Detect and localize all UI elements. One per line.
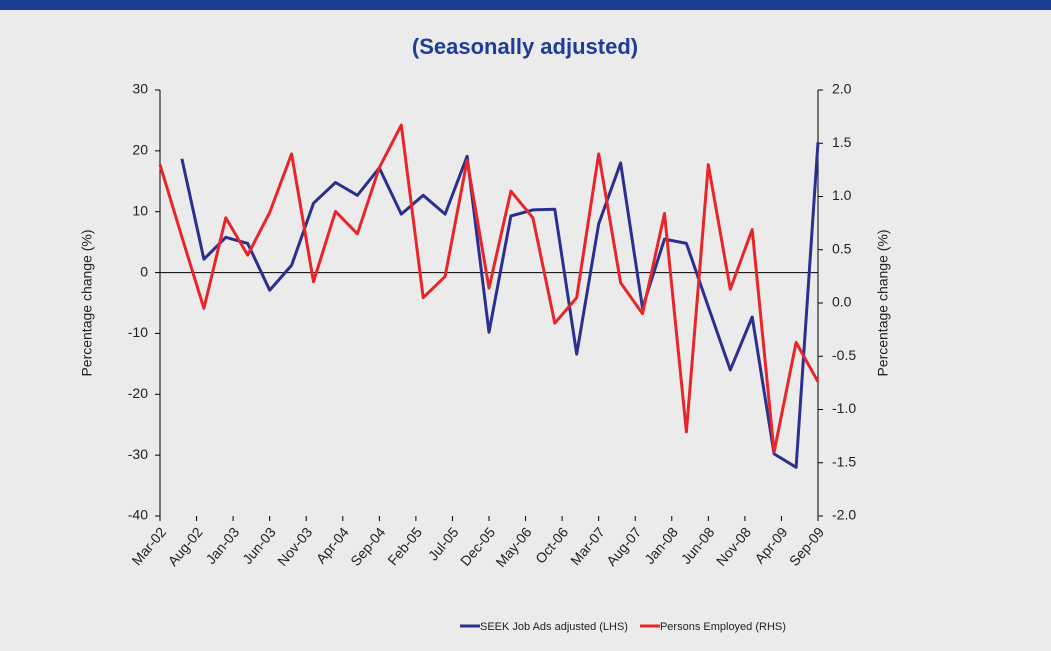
- x-tick-label: Aug-02: [164, 524, 205, 569]
- x-tick-label: Feb-05: [384, 524, 425, 568]
- top-bar: [0, 0, 1051, 10]
- x-tick-label: May-06: [492, 524, 534, 570]
- y-tick-label: -30: [128, 446, 148, 462]
- x-tick-label: Jun-03: [239, 524, 279, 567]
- x-tick-label: Nov-08: [713, 524, 754, 569]
- x-tick-label: Jun-08: [678, 524, 718, 567]
- x-tick-label: Apr-09: [751, 524, 790, 567]
- y2-tick-label: 0.5: [832, 240, 852, 256]
- x-tick-label: Jan-03: [202, 524, 242, 567]
- y-tick-label: 10: [132, 202, 148, 218]
- y-axis-label: Percentage change (%): [79, 229, 95, 376]
- x-tick-label: Apr-04: [313, 524, 352, 567]
- y2-tick-label: 1.0: [832, 187, 852, 203]
- series-line: [158, 123, 820, 454]
- y-tick-label: -20: [128, 385, 148, 401]
- x-tick-label: Sep-04: [347, 524, 388, 569]
- x-tick-label: Oct-06: [532, 524, 571, 567]
- legend-label: Persons Employed (RHS): [660, 621, 786, 633]
- y2-tick-label: 1.5: [832, 134, 852, 150]
- chart-title: (Seasonally adjusted): [412, 34, 638, 59]
- x-tick-label: Jan-08: [641, 524, 681, 567]
- x-tick-label: Aug-07: [603, 524, 644, 569]
- y-tick-label: -40: [128, 507, 148, 523]
- y2-tick-label: -1.0: [832, 400, 856, 416]
- y-tick-label: -10: [128, 324, 148, 340]
- x-tick-label: Mar-07: [567, 524, 608, 568]
- y-tick-label: 0: [140, 263, 148, 279]
- x-tick-label: Jul-05: [425, 524, 462, 564]
- y2-axis-label: Percentage change (%): [875, 229, 891, 376]
- series-line: [180, 142, 820, 469]
- x-tick-label: Sep-09: [786, 524, 827, 569]
- y-tick-label: 30: [132, 81, 148, 97]
- y-tick-label: 20: [132, 142, 148, 158]
- x-tick-label: Mar-02: [128, 524, 169, 568]
- x-tick-label: Dec-05: [457, 524, 498, 569]
- legend-label: SEEK Job Ads adjusted (LHS): [480, 621, 628, 633]
- y2-tick-label: -1.5: [832, 453, 856, 469]
- x-tick-label: Nov-03: [274, 524, 315, 569]
- y2-tick-label: -2.0: [832, 507, 856, 523]
- y2-tick-label: 2.0: [832, 81, 852, 97]
- y2-tick-label: -0.5: [832, 347, 856, 363]
- y2-tick-label: 0.0: [832, 294, 852, 310]
